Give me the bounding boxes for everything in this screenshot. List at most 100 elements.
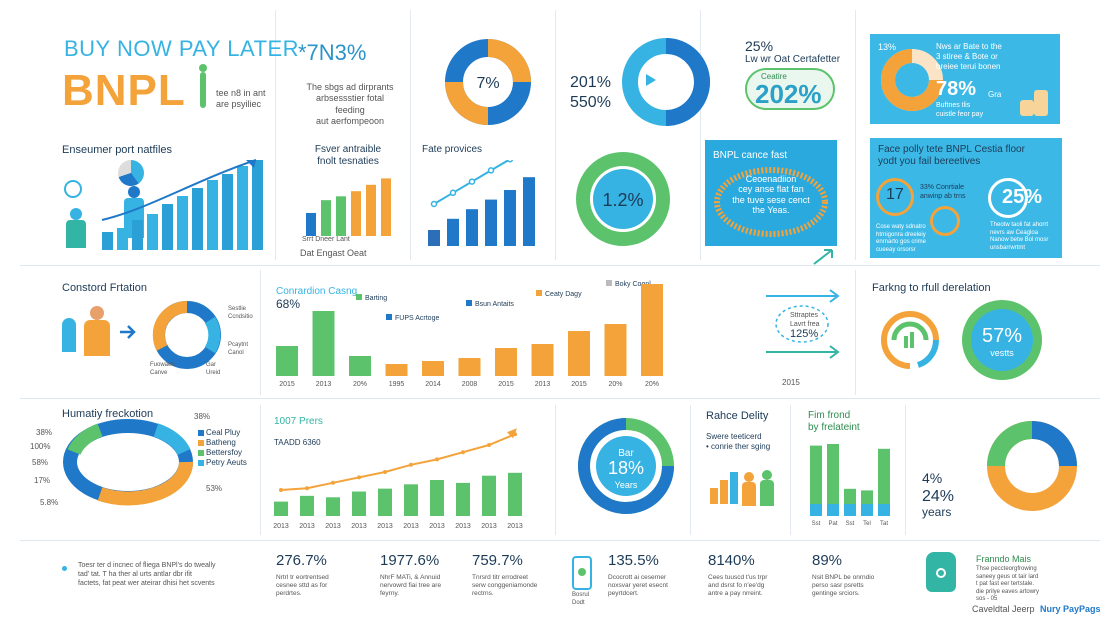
bar bbox=[381, 178, 391, 236]
bar bbox=[827, 444, 839, 516]
donut-chart-blue-box bbox=[881, 49, 943, 111]
x-tick-label: 2013 bbox=[316, 381, 332, 388]
money-bag-icon bbox=[926, 552, 956, 592]
bar bbox=[385, 364, 408, 376]
x-tick-label: 2013 bbox=[377, 523, 393, 530]
legend-swatch bbox=[386, 314, 392, 320]
footer-stat-value: 89% bbox=[812, 552, 843, 569]
legend-label: Boky Coonl bbox=[615, 281, 651, 288]
x-tick-label: Pat bbox=[828, 521, 837, 527]
bar bbox=[378, 488, 392, 516]
logo-note: tee n8 in ant are psyiliec bbox=[216, 88, 266, 110]
bar bbox=[102, 232, 113, 250]
humatiy-panel-title: Humatiy freckotion bbox=[62, 408, 154, 420]
provider-bar-chart bbox=[428, 160, 535, 246]
divider bbox=[260, 270, 261, 395]
divider bbox=[275, 10, 276, 260]
humatiy-right-label: 38% bbox=[194, 412, 211, 421]
line-point bbox=[279, 488, 283, 492]
person-icon bbox=[84, 320, 110, 356]
gauge-ring bbox=[576, 152, 670, 246]
bar bbox=[810, 445, 822, 516]
x-tick-label: 2008 bbox=[462, 381, 478, 388]
arrow-icon bbox=[813, 249, 833, 265]
humatiy-left-label: 100% bbox=[30, 442, 51, 451]
donut-slice bbox=[665, 38, 711, 126]
bar bbox=[404, 484, 418, 516]
right-info-box-note-right: Theotw taoli fat ahorrt nevrs aw Ceagloa… bbox=[990, 222, 1049, 251]
bar bbox=[274, 501, 288, 516]
x-tick-label: 2014 bbox=[425, 381, 441, 388]
legend-swatch bbox=[536, 290, 542, 296]
bar bbox=[192, 188, 203, 250]
main-bar-chart: Barting FUPS Acrtoge Bsun Antaits Ceaty Dag… bbox=[276, 280, 663, 388]
adoption-caption: Dat Engast Oeat bbox=[300, 248, 367, 258]
x-tick-label: 2013 bbox=[455, 523, 471, 530]
bar bbox=[495, 348, 517, 376]
x-tick-label: 2015 bbox=[279, 381, 295, 388]
constord-label: Pcaytnt Canol bbox=[228, 342, 249, 356]
bar bbox=[366, 184, 376, 236]
bar-segment bbox=[810, 504, 822, 516]
x-tick-label: Tel bbox=[863, 521, 871, 527]
trend-line bbox=[280, 433, 516, 491]
right-stat-b: 24% bbox=[922, 488, 955, 505]
line-point bbox=[468, 178, 476, 185]
gauge-18-label: Bar bbox=[618, 448, 634, 459]
x-tick-label: 2015 bbox=[571, 381, 587, 388]
legend-swatch bbox=[198, 460, 204, 466]
line-point bbox=[461, 450, 465, 455]
arrow-icon bbox=[246, 160, 256, 168]
gauge-value: 1.2% bbox=[602, 190, 643, 210]
bnpl-info-box-title: BNPL cance fast bbox=[713, 150, 788, 161]
consumer-panel-title: Enseumer port natfiles bbox=[62, 144, 173, 156]
gauge-18-unit: Years bbox=[615, 480, 638, 490]
arrow-right-icon bbox=[120, 325, 136, 339]
footer-stat-value: 1977.6% bbox=[380, 552, 440, 569]
bar bbox=[531, 344, 554, 376]
bar bbox=[604, 324, 627, 376]
line-point bbox=[409, 462, 413, 467]
divider bbox=[855, 270, 856, 395]
humatiy-left-label: 38% bbox=[36, 428, 53, 437]
bnpl-info-box: BNPL cance fast Ceoenadiion cey anse fla… bbox=[705, 140, 837, 246]
bar bbox=[207, 180, 218, 250]
person-head-icon bbox=[90, 306, 104, 320]
footer-right-title: Franndo Mais bbox=[976, 554, 1032, 564]
line-point bbox=[383, 470, 387, 474]
divider bbox=[690, 405, 691, 535]
x-tick-label: 2013 bbox=[403, 523, 419, 530]
divider bbox=[555, 405, 556, 535]
x-tick-label: 20% bbox=[353, 381, 367, 388]
blue-box-big-pct: 78% bbox=[936, 78, 977, 100]
footer-stat-value: 276.7% bbox=[276, 552, 327, 569]
bullet-icon bbox=[62, 566, 67, 571]
x-tick-label: Tat bbox=[880, 521, 888, 527]
donut-24 bbox=[987, 421, 1077, 511]
bnpl-logo: BNPL bbox=[62, 66, 186, 115]
constord-label: Fuowaen Canve bbox=[150, 362, 175, 376]
stat-top-1: *7N3% bbox=[298, 40, 367, 65]
bnpl-info-box-text: Ceoenadiion cey anse flat fan the tuve s… bbox=[732, 174, 810, 216]
stat-top-3: 25% bbox=[745, 38, 774, 54]
bar bbox=[147, 214, 158, 250]
x-tick-label: 2013 bbox=[481, 523, 497, 530]
x-tick-label: 1995 bbox=[389, 381, 405, 388]
firm-bar-chart: Sst Pat Sst Tel Tat bbox=[810, 444, 890, 527]
donut-slice bbox=[204, 316, 221, 354]
bar-segment bbox=[861, 504, 873, 516]
bar bbox=[466, 209, 478, 246]
right-stat-c: years bbox=[922, 505, 952, 519]
globe-icon bbox=[64, 180, 82, 198]
x-tick-label: 2013 bbox=[351, 523, 367, 530]
bar bbox=[306, 212, 316, 236]
cycle-pct: 125% bbox=[790, 328, 819, 340]
footer-credit: Caveldtal Jeerp bbox=[972, 604, 1035, 614]
legend-label: Ceaty Dagy bbox=[545, 291, 582, 298]
person-icon bbox=[762, 470, 772, 480]
stat-top-2b: 550% bbox=[570, 94, 611, 111]
humatiy-legend: Bettersfoy bbox=[206, 448, 243, 457]
bar bbox=[504, 190, 516, 246]
bar bbox=[422, 361, 444, 376]
gauge-1-2: 1.2% bbox=[576, 152, 670, 246]
